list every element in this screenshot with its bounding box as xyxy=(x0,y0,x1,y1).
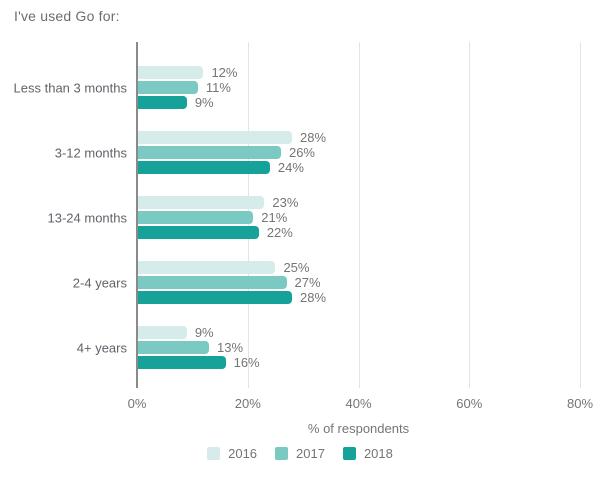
bar-2018 xyxy=(137,356,226,369)
bar-2017 xyxy=(137,341,209,354)
gridline xyxy=(580,42,581,388)
bar-row: 23% xyxy=(137,196,580,209)
legend-item-2017: 2017 xyxy=(275,446,325,461)
legend-label: 2017 xyxy=(296,446,325,461)
value-label: 25% xyxy=(283,260,310,275)
bar-row: 27% xyxy=(137,276,580,289)
bar-row: 11% xyxy=(137,81,580,94)
bar-2016 xyxy=(137,196,265,209)
chart-title: I've used Go for: xyxy=(14,8,120,24)
bar-2017 xyxy=(137,81,198,94)
bar-row: 26% xyxy=(137,146,580,159)
value-label: 27% xyxy=(294,275,321,290)
bar-group: 4+ years 9% 13% 16% xyxy=(77,326,580,369)
bar-row: 9% xyxy=(137,326,580,339)
bar-2016 xyxy=(137,261,276,274)
legend-item-2018: 2018 xyxy=(342,446,393,461)
legend-label: 2016 xyxy=(228,446,258,461)
bar-2018 xyxy=(137,161,270,174)
bar-2017 xyxy=(137,211,254,224)
bar-row: 21% xyxy=(137,211,580,224)
bar-row: 12% xyxy=(137,66,580,79)
value-label: 11% xyxy=(205,80,231,95)
value-label: 9% xyxy=(194,325,214,340)
bar-group: 3-12 months 28% 26% 24% xyxy=(55,131,580,174)
value-label: 24% xyxy=(277,160,304,175)
category-label: Less than 3 months xyxy=(13,80,127,95)
bar-row: 24% xyxy=(137,161,580,174)
bar-2017 xyxy=(137,146,281,159)
bar-2018 xyxy=(137,96,187,109)
value-label: 16% xyxy=(233,355,260,370)
category-label: 3-12 months xyxy=(54,145,127,160)
x-tick-label: 40% xyxy=(345,396,372,411)
value-label: 28% xyxy=(300,130,327,145)
category-label: 2-4 years xyxy=(72,275,127,290)
legend: 2016 2017 2018 xyxy=(0,446,600,461)
bar-row: 28% xyxy=(137,291,580,304)
value-label: 28% xyxy=(300,290,327,305)
legend-swatch xyxy=(207,447,221,460)
bar-row: 28% xyxy=(137,131,580,144)
value-label: 13% xyxy=(216,340,244,355)
x-tick-label: 20% xyxy=(234,396,261,411)
bar-row: 22% xyxy=(137,226,580,239)
x-tick-label: 60% xyxy=(456,396,483,411)
value-label: 21% xyxy=(261,210,288,225)
value-label: 23% xyxy=(272,195,299,210)
x-tick-label: 0% xyxy=(127,396,147,411)
legend-swatch xyxy=(342,447,356,460)
bar-group: Less than 3 months 12% 11% 9% xyxy=(14,66,580,109)
gridline xyxy=(469,42,471,388)
y-axis-line xyxy=(136,42,138,388)
x-tick-label: 80% xyxy=(566,396,594,411)
legend-label: 2018 xyxy=(363,446,393,461)
bar-group: 13-24 months 23% 21% 22% xyxy=(48,196,580,239)
bar-2016 xyxy=(137,131,293,144)
bar-row: 16% xyxy=(137,356,580,369)
x-axis-title: % of respondents xyxy=(307,421,410,436)
bar-group: 2-4 years 25% 27% 28% xyxy=(73,261,580,304)
bar-row: 9% xyxy=(137,96,580,109)
bar-row: 13% xyxy=(137,341,580,354)
category-label: 13-24 months xyxy=(47,210,128,225)
value-label: 22% xyxy=(266,225,293,240)
plot-area: Less than 3 months 12% 11% 9% 3-12 months 28%… xyxy=(14,42,581,388)
gridline xyxy=(358,42,360,388)
bar-2018 xyxy=(137,291,293,304)
category-label: 4+ years xyxy=(76,340,127,355)
bar-2016 xyxy=(137,326,187,339)
bar-2018 xyxy=(137,226,259,239)
value-label: 12% xyxy=(211,65,238,80)
legend-swatch xyxy=(275,447,289,460)
x-axis-ticks: 0% 20% 40% 60% 80% xyxy=(128,396,593,412)
value-label: 26% xyxy=(288,145,315,160)
legend-item-2016: 2016 xyxy=(207,446,257,461)
value-label: 9% xyxy=(194,95,214,110)
bar-2017 xyxy=(137,276,287,289)
bar-2016 xyxy=(137,66,204,79)
bar-row: 25% xyxy=(137,261,580,274)
